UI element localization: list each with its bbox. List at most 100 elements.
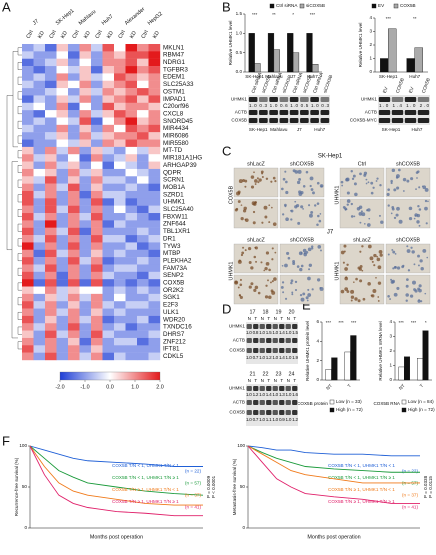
heatmap-cell bbox=[102, 66, 115, 74]
cell bbox=[269, 281, 272, 284]
cell bbox=[264, 295, 269, 299]
cell bbox=[359, 265, 363, 268]
heatmap-cell bbox=[22, 293, 34, 302]
x-tick-label: Mahlavu bbox=[265, 74, 283, 79]
blot-band bbox=[279, 400, 285, 405]
heatmap-cell bbox=[79, 139, 92, 148]
heatmap-cell bbox=[68, 51, 80, 59]
significance: *** bbox=[351, 320, 357, 325]
gene-label: SGK1 bbox=[163, 294, 180, 301]
sample-id: 17 bbox=[250, 309, 256, 315]
heatmap-cell bbox=[33, 264, 46, 273]
heatmap-cell bbox=[45, 220, 57, 228]
panel-label: C bbox=[222, 143, 231, 158]
heatmap-cell bbox=[22, 190, 34, 199]
blot-band bbox=[310, 110, 319, 115]
bar bbox=[417, 358, 423, 381]
gene-label: ZNF644 bbox=[163, 221, 186, 228]
heatmap-cell bbox=[79, 213, 92, 221]
cell bbox=[264, 266, 268, 271]
cell bbox=[420, 300, 423, 303]
cell bbox=[253, 255, 257, 259]
heatmap-cell bbox=[68, 102, 80, 111]
cell bbox=[294, 288, 298, 292]
heatmap-cell bbox=[56, 176, 69, 184]
heatmap-cell bbox=[33, 308, 46, 317]
heatmap-cell bbox=[56, 249, 69, 258]
blot-band bbox=[320, 110, 330, 115]
legend-label: COX5B T/N < 1, UHMK1 T/N ≥ 1 bbox=[328, 475, 395, 480]
y-tick-label: 100 bbox=[237, 443, 245, 448]
heatmap-cell bbox=[137, 213, 149, 221]
heatmap-cell bbox=[45, 190, 57, 199]
cell bbox=[302, 185, 306, 188]
blot-band bbox=[246, 410, 252, 415]
colorbar-label: -1.0 bbox=[80, 384, 89, 390]
blot-band bbox=[404, 110, 417, 115]
heatmap-cell bbox=[125, 161, 138, 170]
blot-band bbox=[248, 110, 258, 115]
cell bbox=[261, 176, 264, 179]
heatmap-cell bbox=[91, 213, 103, 221]
y-tick-label: 2 bbox=[316, 358, 319, 363]
cell bbox=[291, 291, 294, 294]
heatmap-cell bbox=[79, 88, 92, 96]
heatmap-cell bbox=[68, 95, 80, 103]
heatmap-cell bbox=[56, 271, 69, 280]
heatmap-cell bbox=[33, 80, 46, 89]
heatmap-cell bbox=[68, 220, 80, 228]
y-tick-label: 4 bbox=[389, 319, 392, 324]
legend-n: (n = 41) bbox=[402, 505, 418, 510]
condition-label: KD bbox=[60, 30, 69, 40]
heatmap-cell bbox=[125, 124, 138, 133]
cell bbox=[416, 220, 420, 224]
heatmap-cell bbox=[137, 146, 149, 155]
heatmap-cell bbox=[79, 102, 92, 111]
heatmap-cell bbox=[91, 80, 103, 89]
heatmap-cell bbox=[114, 286, 126, 295]
cell bbox=[254, 179, 258, 183]
heatmap-cell bbox=[56, 139, 69, 148]
heatmap-cell bbox=[137, 286, 149, 295]
cell bbox=[284, 297, 288, 300]
cell bbox=[396, 186, 400, 190]
blot-band bbox=[272, 400, 278, 405]
heatmap-cell bbox=[148, 293, 161, 302]
cell bbox=[284, 263, 288, 268]
heatmap-cell bbox=[68, 264, 80, 273]
heatmap-cell bbox=[33, 205, 46, 214]
heatmap-cell bbox=[148, 88, 161, 96]
blot-band bbox=[417, 110, 430, 115]
heatmap-cell bbox=[148, 102, 161, 111]
heatmap-cell bbox=[22, 95, 34, 103]
heatmap-cell bbox=[56, 117, 69, 126]
heatmap-cell bbox=[148, 323, 161, 331]
heatmap-cell bbox=[114, 198, 126, 206]
heatmap-cell bbox=[102, 220, 115, 228]
cell bbox=[238, 192, 241, 195]
heatmap-cell bbox=[79, 80, 92, 89]
heatmap-cell bbox=[33, 132, 46, 140]
legend-n: (n = 22) bbox=[185, 469, 201, 474]
gene-label: IFT81 bbox=[163, 346, 180, 353]
cell bbox=[350, 202, 354, 206]
blot-band bbox=[272, 348, 278, 353]
heatmap-cell bbox=[148, 345, 161, 353]
cell bbox=[417, 254, 420, 258]
heatmap-cell bbox=[91, 110, 103, 118]
heatmap-cell bbox=[114, 293, 126, 302]
heatmap-cell bbox=[79, 279, 92, 287]
heatmap-cell bbox=[125, 235, 138, 243]
heatmap-cell bbox=[102, 139, 115, 148]
heatmap-cell bbox=[114, 257, 126, 265]
cell bbox=[317, 214, 320, 218]
blot-row-label: UHMK1 bbox=[229, 386, 246, 391]
heatmap-cell bbox=[56, 102, 69, 111]
heatmap-cell bbox=[33, 345, 46, 353]
heatmap-cell bbox=[125, 183, 138, 192]
legend-swatch bbox=[329, 407, 335, 413]
cell bbox=[394, 252, 397, 255]
cell bbox=[418, 299, 420, 301]
cell bbox=[265, 261, 270, 266]
